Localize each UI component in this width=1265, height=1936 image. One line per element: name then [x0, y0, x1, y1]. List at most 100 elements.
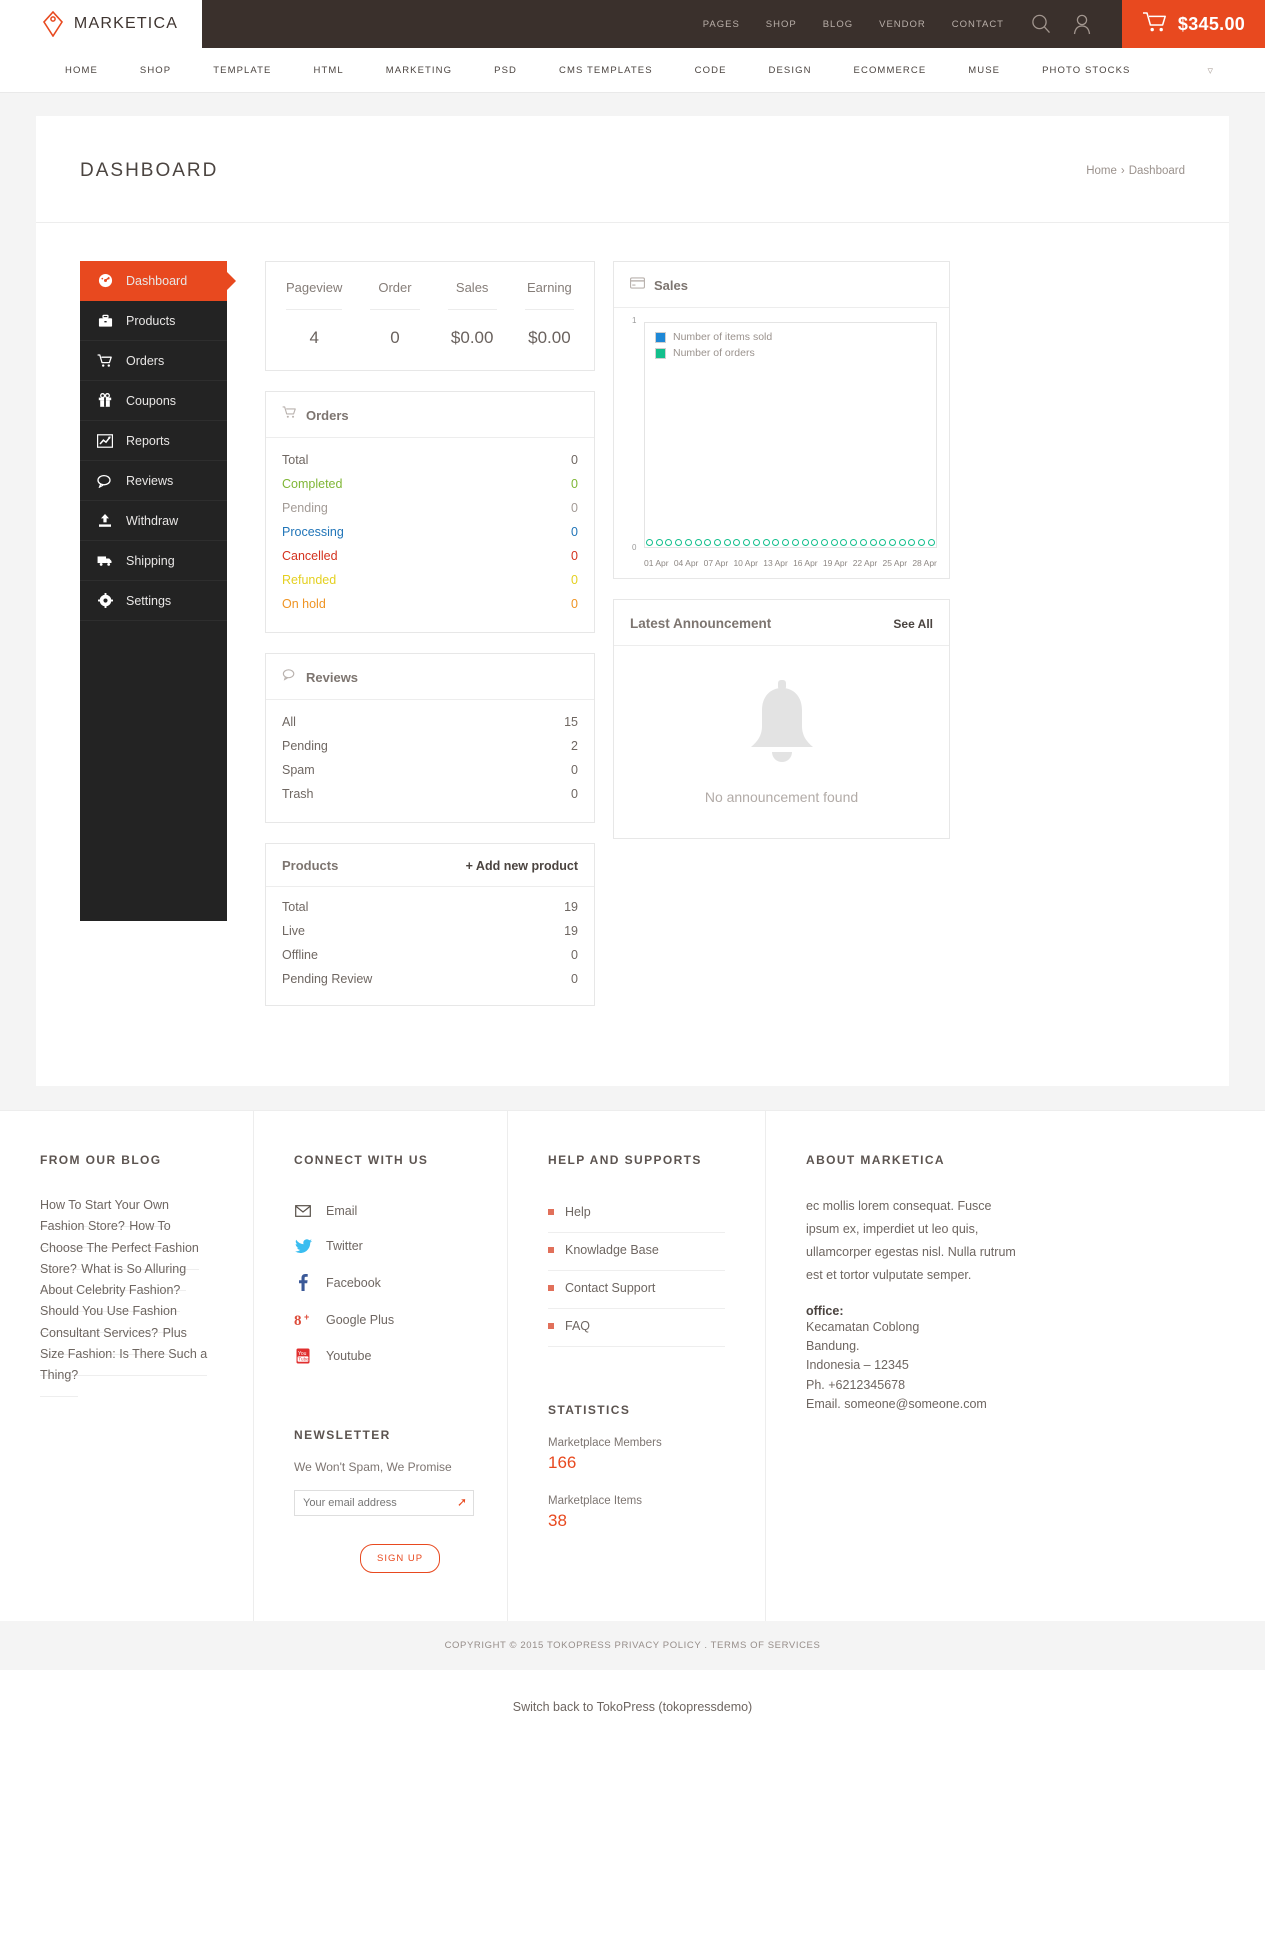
social-link-twitter[interactable]: Twitter — [294, 1230, 467, 1265]
blog-link-1[interactable]: How To Start Your Own Fashion Store? — [40, 1198, 170, 1249]
statistics-value-members: 166 — [548, 1453, 577, 1472]
user-icon[interactable] — [1072, 13, 1092, 35]
top-nav-contact[interactable]: CONTACT — [951, 18, 1004, 30]
orders-value-onhold: 0 — [571, 597, 578, 611]
social-link-email[interactable]: Email — [294, 1195, 467, 1230]
chevron-down-icon[interactable]: ▿ — [1207, 64, 1213, 77]
help-link-faq[interactable]: FAQ — [548, 1309, 725, 1347]
social-link-facebook[interactable]: Facebook — [294, 1265, 467, 1303]
nav-home[interactable]: HOME — [65, 64, 98, 76]
newsletter-heading: NEWSLETTER — [294, 1428, 391, 1442]
orders-label-processing: Processing — [282, 525, 344, 539]
summary-value-sales: $0.00 — [450, 328, 494, 347]
social-link-google-plus[interactable]: 8 + Google Plus — [294, 1303, 467, 1339]
legend-item-orders: Number of orders — [655, 347, 772, 359]
sidebar-item-shipping[interactable]: Shipping — [80, 541, 227, 581]
sidebar-label-products: Products — [126, 313, 176, 328]
sidebar-item-products[interactable]: Products — [80, 301, 227, 341]
sidebar-item-settings[interactable]: Settings — [80, 581, 227, 621]
newsletter-email-input[interactable] — [294, 1490, 474, 1516]
orders-row-refunded[interactable]: Refunded 0 — [282, 568, 578, 592]
blog-link-2[interactable]: How To Choose The Perfect Fashion Store? — [40, 1209, 199, 1291]
orders-row-total[interactable]: Total 0 — [282, 448, 578, 472]
social-label-google-plus: Google Plus — [326, 1312, 395, 1327]
reviews-row-spam[interactable]: Spam 0 — [282, 758, 578, 782]
nav-template[interactable]: TEMPLATE — [213, 64, 272, 76]
sidebar-item-reviews[interactable]: Reviews — [80, 461, 227, 501]
top-nav-pages[interactable]: PAGES — [702, 18, 740, 30]
top-nav-blog[interactable]: BLOG — [822, 18, 854, 30]
products-row-total[interactable]: Total 19 — [282, 895, 578, 919]
blog-link-5[interactable]: Plus Size Fashion: Is There Such a Thing… — [40, 1315, 208, 1397]
chart-data-points — [646, 539, 935, 546]
reviews-value-all: 15 — [564, 715, 578, 729]
site-logo[interactable]: MARKETICA — [0, 0, 202, 48]
footer-help-column: HELP AND SUPPORTS Help Knowladge Base Co… — [508, 1111, 766, 1621]
social-label-email: Email — [326, 1204, 358, 1218]
help-link-contact-support[interactable]: Contact Support — [548, 1271, 725, 1309]
gauge-icon — [97, 273, 113, 288]
bullet-square-icon — [548, 1247, 554, 1253]
sidebar-item-coupons[interactable]: Coupons — [80, 381, 227, 421]
sidebar-item-withdraw[interactable]: Withdraw — [80, 501, 227, 541]
products-row-pending-review[interactable]: Pending Review 0 — [282, 967, 578, 991]
svg-text:Tube: Tube — [298, 1357, 309, 1362]
switch-back-link[interactable]: Switch back to TokoPress (tokopressdemo) — [0, 1670, 1265, 1754]
arrow-up-right-icon[interactable]: ➚ — [456, 1495, 467, 1509]
social-link-youtube[interactable]: You Tube Youtube — [294, 1339, 467, 1376]
orders-row-pending[interactable]: Pending 0 — [282, 496, 578, 520]
nav-cms-templates[interactable]: CMS TEMPLATES — [558, 64, 653, 76]
help-link-help[interactable]: Help — [548, 1195, 725, 1233]
nav-design[interactable]: DESIGN — [768, 64, 812, 76]
breadcrumb-home[interactable]: Home — [1086, 165, 1117, 177]
blog-link-3[interactable]: What is So Alluring About Celebrity Fash… — [40, 1251, 187, 1312]
chart-x-axis: 01 Apr 04 Apr 07 Apr 10 Apr 13 Apr 16 Ap… — [644, 558, 937, 568]
sidebar-label-reports: Reports — [126, 433, 170, 448]
reviews-value-spam: 0 — [571, 763, 578, 777]
newsletter-signup-button[interactable]: SIGN UP — [360, 1544, 441, 1573]
products-value-live: 19 — [564, 924, 578, 938]
nav-photo-stocks[interactable]: PHOTO STOCKS — [1042, 64, 1131, 76]
add-new-product-link[interactable]: + Add new product — [465, 858, 578, 873]
site-footer: FROM OUR BLOG How To Start Your Own Fash… — [0, 1110, 1265, 1621]
products-row-live[interactable]: Live 19 — [282, 919, 578, 943]
search-icon[interactable] — [1030, 13, 1052, 35]
sidebar-item-dashboard[interactable]: Dashboard — [80, 261, 227, 301]
top-nav-vendor[interactable]: VENDOR — [879, 18, 926, 30]
reviews-row-pending[interactable]: Pending 2 — [282, 734, 578, 758]
orders-row-onhold[interactable]: On hold 0 — [282, 592, 578, 616]
cart-button[interactable]: $345.00 — [1122, 0, 1265, 48]
nav-code[interactable]: CODE — [694, 64, 727, 76]
bell-icon — [734, 679, 830, 783]
sales-card-title: Sales — [654, 277, 688, 293]
nav-muse[interactable]: MUSE — [968, 64, 1001, 76]
orders-row-processing[interactable]: Processing 0 — [282, 520, 578, 544]
sidebar-label-settings: Settings — [126, 593, 172, 608]
summary-value-order: 0 — [390, 328, 400, 347]
nav-ecommerce[interactable]: ECOMMERCE — [853, 64, 927, 76]
sidebar-item-orders[interactable]: Orders — [80, 341, 227, 381]
sidebar-label-coupons: Coupons — [126, 393, 177, 408]
orders-row-cancelled[interactable]: Cancelled 0 — [282, 544, 578, 568]
reviews-row-all[interactable]: All 15 — [282, 710, 578, 734]
reviews-row-trash[interactable]: Trash 0 — [282, 782, 578, 806]
cart-icon — [97, 353, 113, 368]
products-row-offline[interactable]: Offline 0 — [282, 943, 578, 967]
sidebar-item-reports[interactable]: Reports — [80, 421, 227, 461]
nav-html[interactable]: HTML — [313, 64, 344, 76]
help-link-knowledge-base[interactable]: Knowladge Base — [548, 1233, 725, 1271]
nav-psd[interactable]: PSD — [494, 64, 517, 76]
see-all-link[interactable]: See All — [893, 616, 933, 631]
top-nav-shop[interactable]: SHOP — [765, 18, 797, 30]
sidebar-filler — [80, 621, 227, 921]
google-plus-icon: 8 + — [294, 1312, 312, 1327]
blog-link-4[interactable]: Should You Use Fashion Consultant Servic… — [40, 1294, 177, 1355]
xtick-3: 10 Apr — [733, 558, 759, 568]
comment-icon — [97, 474, 113, 488]
nav-marketing[interactable]: MARKETING — [385, 64, 453, 76]
sales-chart[interactable]: 1 0 Number of items sold Number of — [614, 308, 949, 578]
orders-row-completed[interactable]: Completed 0 — [282, 472, 578, 496]
statistics-label-members: Marketplace Members — [548, 1437, 662, 1449]
nav-shop[interactable]: SHOP — [139, 64, 172, 76]
sidebar-label-withdraw: Withdraw — [126, 513, 179, 528]
